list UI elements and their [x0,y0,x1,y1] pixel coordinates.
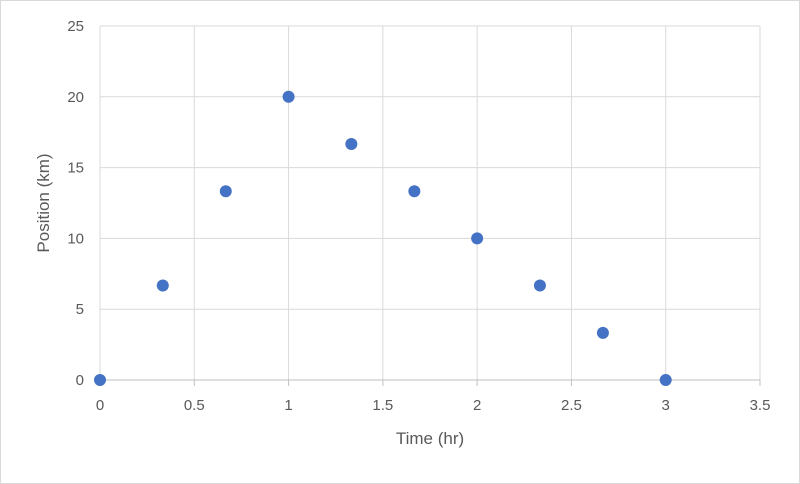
y-tick-label: 15 [67,160,84,177]
data-point [471,232,484,245]
grid-lines [100,25,761,380]
x-tick-label: 0.5 [184,397,205,414]
data-point [94,374,106,386]
axes [99,26,760,381]
y-tick-label: 20 [67,89,84,106]
data-point [659,374,672,386]
data-points [94,90,672,386]
x-tick-label: 1.5 [372,397,393,414]
data-point [345,137,358,150]
y-tick-label: 5 [76,301,84,318]
x-tick-label: 2 [473,397,481,414]
x-tick-label: 0 [96,397,104,414]
data-point [533,279,546,292]
data-point [596,326,609,339]
data-point [282,90,295,103]
y-axis-ticks: 0 5 10 15 20 25 [67,18,84,389]
data-point [156,279,169,292]
y-axis-title: Position (km) [34,153,53,252]
x-axis-title: Time (hr) [396,429,464,448]
data-point [219,185,232,198]
y-tick-label: 25 [67,18,84,35]
data-point [408,185,421,198]
y-tick-label: 10 [67,230,84,247]
x-tick-label: 3.5 [750,397,771,414]
x-axis-ticks: 0 0.5 1 1.5 2 2.5 3 3.5 [96,380,771,414]
x-tick-label: 2.5 [561,397,582,414]
y-tick-label: 0 [76,372,84,389]
x-tick-label: 3 [662,397,670,414]
x-tick-label: 1 [284,397,292,414]
